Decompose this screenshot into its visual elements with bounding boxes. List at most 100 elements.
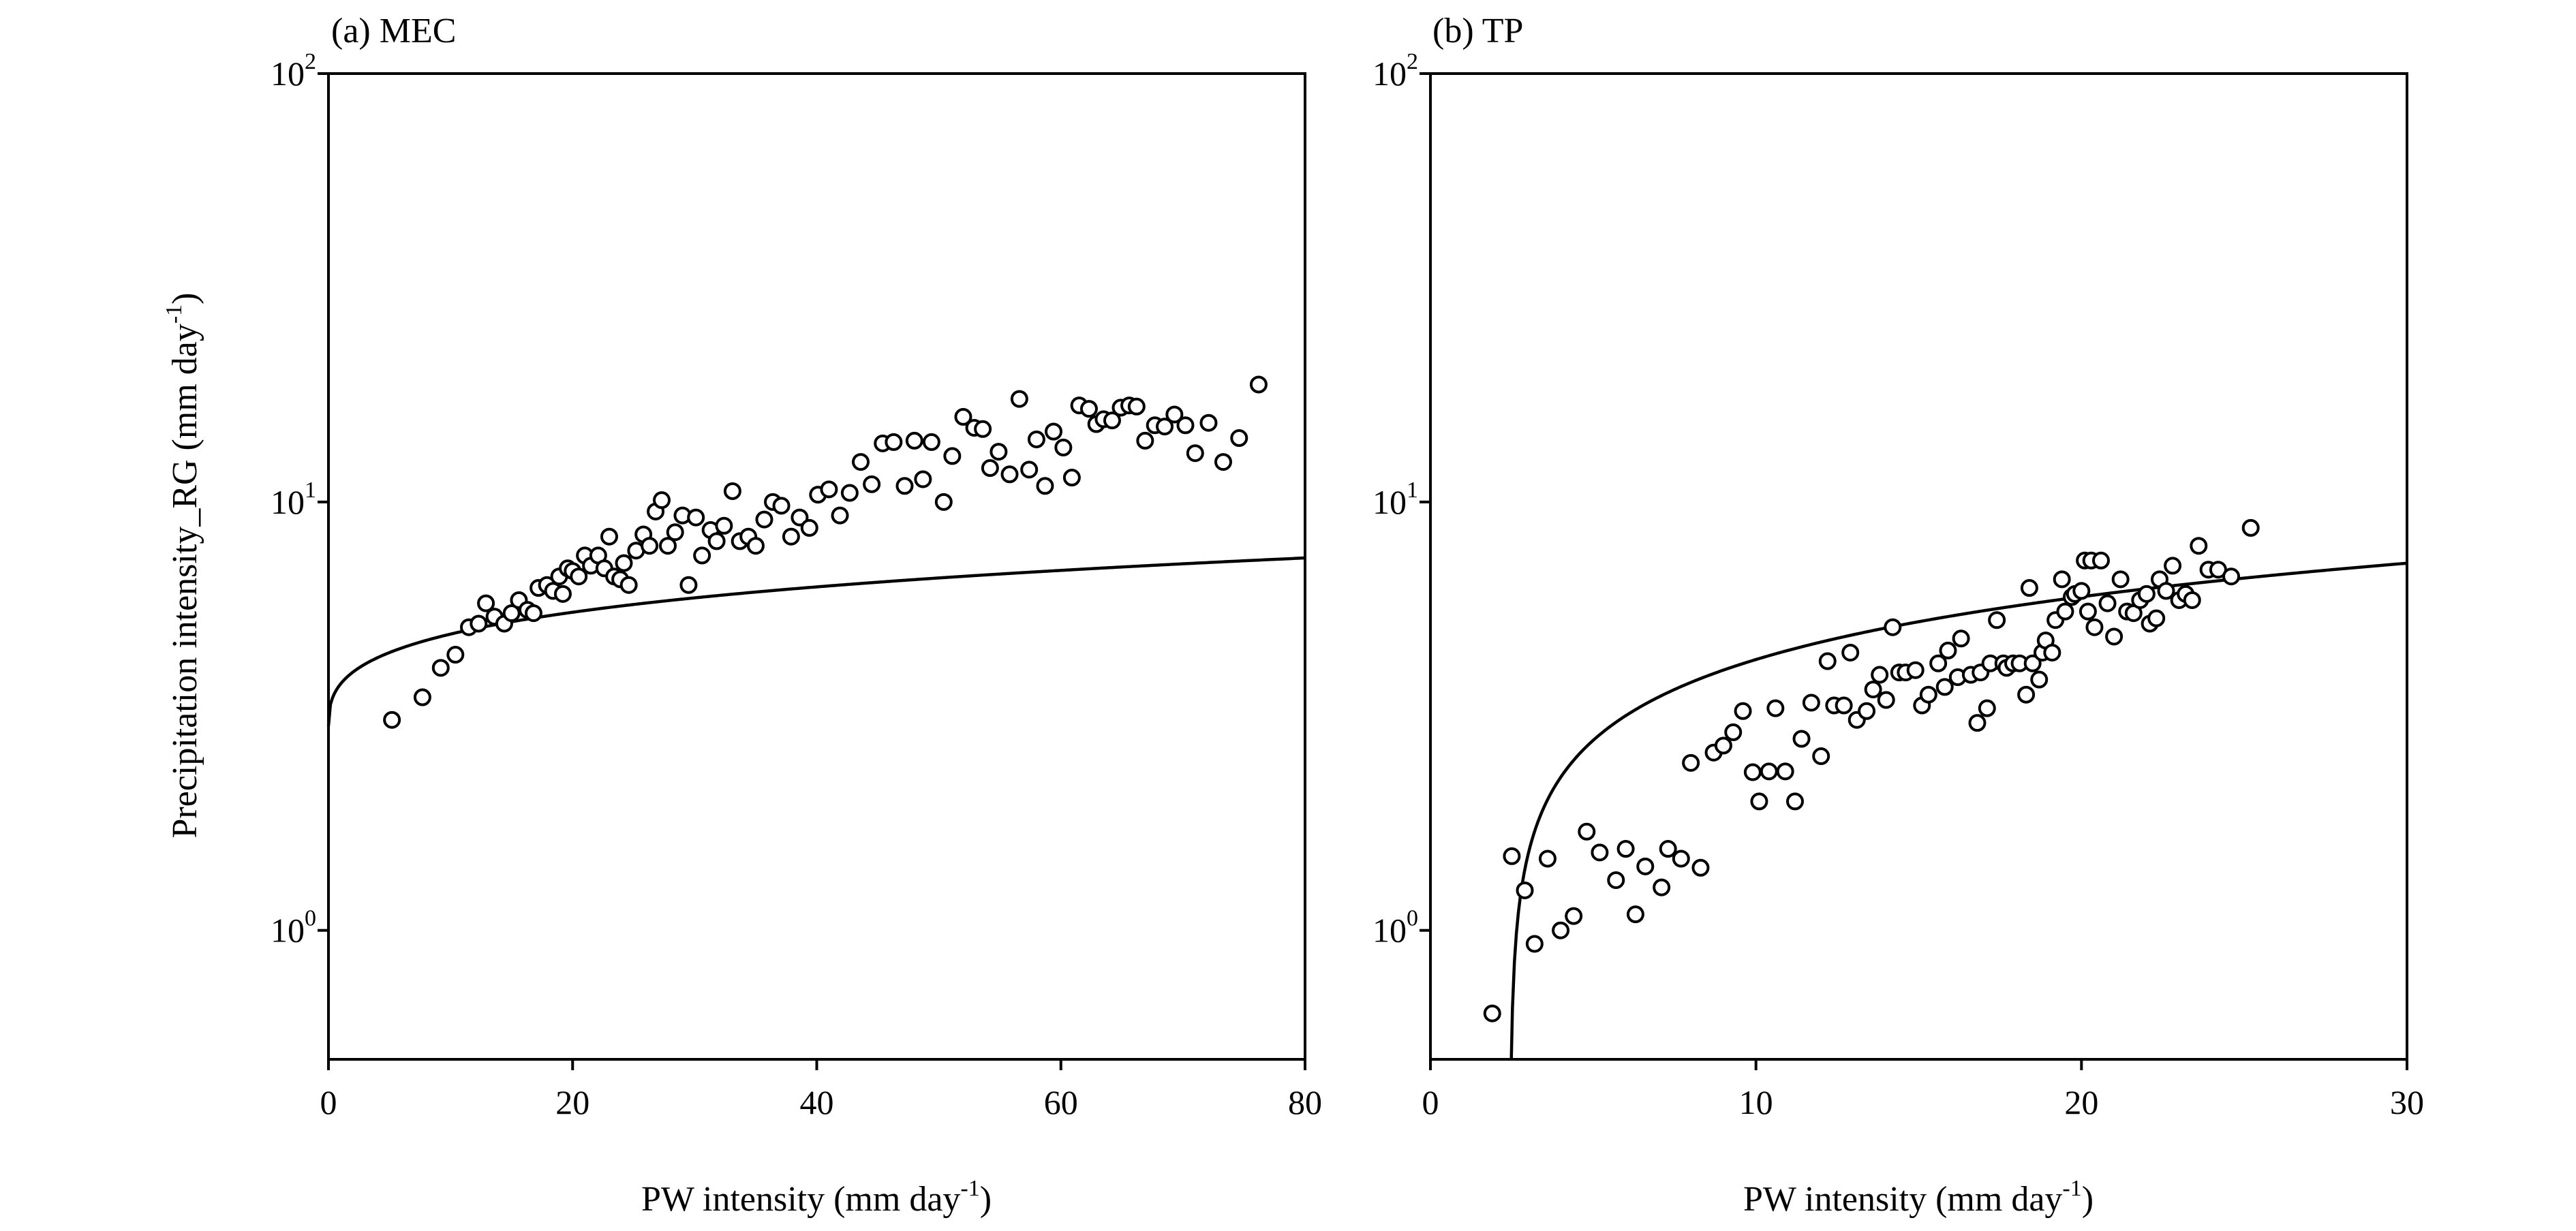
panel-b-data-point-46 xyxy=(1929,654,1948,672)
panel-a-data-point-79 xyxy=(1054,438,1073,456)
panel-b-data-point-13 xyxy=(1653,878,1671,897)
panel-a-data-point-17 xyxy=(553,585,572,603)
panel-b-fit-layer xyxy=(1509,561,2408,1060)
panel-a-data-point-12 xyxy=(524,604,542,623)
panel-a-xtick-label-80: 80 xyxy=(1288,1083,1322,1121)
panel-b-data-point-20 xyxy=(1724,723,1743,741)
panel-b-data-point-90 xyxy=(2164,557,2182,575)
panel-a-xtick-label-60: 60 xyxy=(1044,1083,1078,1121)
panel-a-data-point-73 xyxy=(1000,465,1019,484)
panel-b-data-point-8 xyxy=(1591,843,1609,862)
panel-a-data-point-72 xyxy=(990,443,1008,461)
panel-b-xtick-label-10: 10 xyxy=(1739,1083,1773,1121)
panel-b-ytick-label-2: 102 xyxy=(1373,49,1418,93)
panel-a-data-point-52 xyxy=(791,508,809,527)
panel-b-data-point-69 xyxy=(2053,570,2071,589)
panel-a-data-point-3 xyxy=(446,646,465,664)
panel-b-title: (b) TP xyxy=(1432,12,1523,50)
panel-a-data-point-1 xyxy=(413,688,431,706)
panel-a-data-point-5 xyxy=(470,614,488,633)
panel-a-data-point-28 xyxy=(615,554,633,572)
panel-a-data-point-53 xyxy=(800,518,818,537)
panel-b-data-point-77 xyxy=(2085,618,2104,636)
panel-b-data-point-27 xyxy=(1785,792,1804,811)
panel-a-data-point-29 xyxy=(619,576,638,594)
panel-a-data-point-67 xyxy=(943,447,962,465)
panel-b-data-point-29 xyxy=(1802,694,1820,712)
panel-a-data-point-58 xyxy=(851,453,870,471)
panel-b-data-point-12 xyxy=(1636,857,1655,875)
panel-a-data-point-75 xyxy=(1020,461,1039,479)
panel-b-data-point-70 xyxy=(2056,602,2074,621)
panel-a-data-point-20 xyxy=(570,567,588,586)
panel-b-ticks: 0 10 20 30 100 101 102 xyxy=(1373,49,2424,1121)
panel-b-data-point-38 xyxy=(1871,666,1889,684)
panel-b-data-point-2 xyxy=(1516,881,1534,899)
panel-a-data-point-68 xyxy=(954,407,972,426)
panel-b-data-point-31 xyxy=(1818,652,1837,670)
panel-a-data-point-61 xyxy=(885,433,903,451)
panel-b-data-point-36 xyxy=(1858,702,1876,720)
panel-b-data-point-16 xyxy=(1691,858,1710,877)
panel-a-data-point-2 xyxy=(431,659,450,677)
panel-a-data-point-71 xyxy=(981,459,999,478)
panel-b-data-point-43 xyxy=(1906,661,1925,679)
panel-b-data-point-14 xyxy=(1659,840,1677,858)
panel-b-data-point-87 xyxy=(2147,609,2166,627)
panel-a-data-point-0 xyxy=(383,711,401,729)
panel-a-xtick-label-0: 0 xyxy=(320,1083,337,1121)
panel-b-data-point-28 xyxy=(1792,730,1811,748)
panel-a-data-point-9 xyxy=(502,604,521,623)
panel-a-data-point-66 xyxy=(934,493,953,511)
panel-b-data-point-39 xyxy=(1877,691,1895,709)
panel-b-fit-curve xyxy=(1509,561,2408,1060)
panel-a-ytick-label-2: 102 xyxy=(271,49,316,93)
panel-a-data-point-32 xyxy=(641,537,659,555)
panel-b-data-point-11 xyxy=(1626,905,1644,924)
panel-b-data-point-73 xyxy=(2072,582,2091,600)
panel-a-data-point-65 xyxy=(922,433,940,451)
panel-b-data-point-7 xyxy=(1578,822,1596,841)
panel-b-data-point-1 xyxy=(1503,847,1521,865)
panel-a-data-point-93 xyxy=(1176,416,1195,435)
panel-b-data-point-9 xyxy=(1607,871,1625,889)
panel-b-data-point-94 xyxy=(2190,537,2208,555)
panel-a-fit-layer xyxy=(326,556,1306,726)
panel-b-points-layer xyxy=(1483,518,2260,1023)
panel-b-data-point-15 xyxy=(1672,850,1690,868)
panel-a-data-point-39 xyxy=(687,508,705,527)
panel-b-data-point-40 xyxy=(1884,618,1902,636)
panel-b-data-point-50 xyxy=(1952,629,1970,648)
panel-a-data-point-34 xyxy=(653,491,671,510)
panel-b-data-point-52 xyxy=(1968,714,1987,732)
panel-a-points-layer xyxy=(383,375,1268,729)
panel-b-data-point-48 xyxy=(1939,641,1957,659)
panel-a-title: (a) MEC xyxy=(331,12,456,50)
panel-a-data-point-38 xyxy=(679,576,698,594)
panel-b-data-point-0 xyxy=(1483,1004,1501,1023)
panel-b-data-point-19 xyxy=(1714,736,1732,755)
panel-a-data-point-63 xyxy=(905,431,923,450)
panel-b-data-point-10 xyxy=(1616,840,1635,858)
panel-a-data-point-94 xyxy=(1186,444,1204,463)
panel-b-data-point-6 xyxy=(1565,907,1583,925)
panel-b-data-point-37 xyxy=(1864,681,1882,699)
panel-a-data-point-85 xyxy=(1103,411,1121,430)
panel-a-data-point-56 xyxy=(831,506,849,525)
panel-a-data-point-47 xyxy=(746,537,765,555)
panel-b-data-point-62 xyxy=(2023,654,2042,672)
panel-a-data-point-95 xyxy=(1199,414,1218,432)
panel-a-fit-curve xyxy=(326,556,1306,726)
panel-b-data-point-25 xyxy=(1766,699,1785,717)
panel-a-data-point-57 xyxy=(840,484,859,502)
panel-b-data-point-78 xyxy=(2091,551,2110,570)
panel-a-data-point-44 xyxy=(723,482,741,500)
panel-b: (b) TP 0 10 20 30 100 101 102 PW intensity (mm… xyxy=(1373,12,2424,1219)
panel-a-ticks: 0 20 40 60 80 100 101 102 xyxy=(271,49,1322,1121)
panel-a-ytick-label-0: 100 xyxy=(271,906,316,950)
panel-b-data-point-33 xyxy=(1835,696,1853,715)
panel-b-data-point-98 xyxy=(2241,518,2260,537)
panel-b-data-point-79 xyxy=(2098,594,2117,612)
panel-a-data-point-77 xyxy=(1036,477,1054,495)
